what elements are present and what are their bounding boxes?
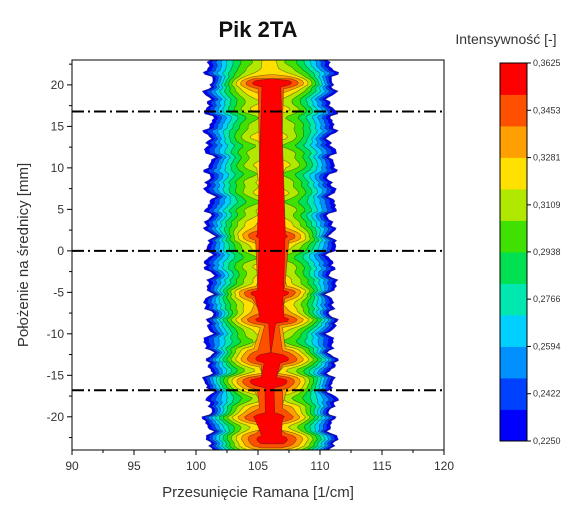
y-axis: -20 -15 -10 -5 0 5 10 15 20 <box>47 63 72 439</box>
chart-title: Pik 2TA <box>218 17 297 42</box>
colorbar-tick-label: 0,2250 <box>533 436 561 446</box>
x-tick-label: 110 <box>310 459 329 473</box>
colorbar-tick-label: 0,2938 <box>533 247 561 257</box>
y-tick-label: 5 <box>57 202 64 216</box>
x-axis-label: Przesunięcie Ramana [1/cm] <box>162 484 354 501</box>
y-tick-label: -5 <box>53 285 64 299</box>
colorbar-swatch <box>500 63 527 95</box>
colorbar-tick-label: 0,3109 <box>533 200 561 210</box>
colorbar-swatch <box>500 283 527 316</box>
x-tick-label: 120 <box>434 459 454 473</box>
colorbar-swatch <box>500 315 527 347</box>
y-tick-label: 10 <box>51 161 65 175</box>
y-tick-label: -20 <box>47 410 65 424</box>
colorbar-swatch <box>500 409 527 442</box>
x-tick-label: 105 <box>248 459 268 473</box>
x-tick-label: 95 <box>127 459 141 473</box>
colorbar-swatch <box>500 252 527 284</box>
colorbar-swatch <box>500 126 527 158</box>
colorbar-tick-label: 0,3625 <box>533 58 561 68</box>
colorbar-swatch <box>500 346 527 379</box>
x-axis: 90 95 100 105 110 115 120 <box>65 450 454 473</box>
y-tick-label: 15 <box>51 119 65 133</box>
colorbar-tick-label: 0,2422 <box>533 389 561 399</box>
contour-field <box>201 60 340 450</box>
colorbar-title: Intensywność [-] <box>455 31 556 47</box>
colorbar-tick-label: 0,2594 <box>533 341 561 351</box>
colorbar-swatch <box>500 220 527 253</box>
colorbar-tick-label: 0,3453 <box>533 105 561 115</box>
colorbar: 0,3625 0,3453 0,3281 0,3109 0,2938 0,2766 0,25… <box>499 58 561 446</box>
x-tick-label: 100 <box>186 459 206 473</box>
colorbar-swatch <box>500 378 527 410</box>
y-tick-label: -15 <box>47 368 65 382</box>
colorbar-swatch <box>500 94 527 127</box>
colorbar-swatch <box>500 157 527 190</box>
y-tick-label: -10 <box>47 327 65 341</box>
contour-band-11 <box>249 78 293 445</box>
x-tick-label: 90 <box>65 459 79 473</box>
y-tick-label: 20 <box>51 78 65 92</box>
colorbar-tick-label: 0,2766 <box>533 294 561 304</box>
y-tick-label: 0 <box>57 244 64 258</box>
x-tick-label: 115 <box>372 459 391 473</box>
colorbar-swatch <box>500 189 527 221</box>
colorbar-tick-label: 0,3281 <box>533 153 561 163</box>
reference-lines <box>72 110 444 392</box>
y-axis-label: Położenie na średnicy [mm] <box>15 163 32 347</box>
